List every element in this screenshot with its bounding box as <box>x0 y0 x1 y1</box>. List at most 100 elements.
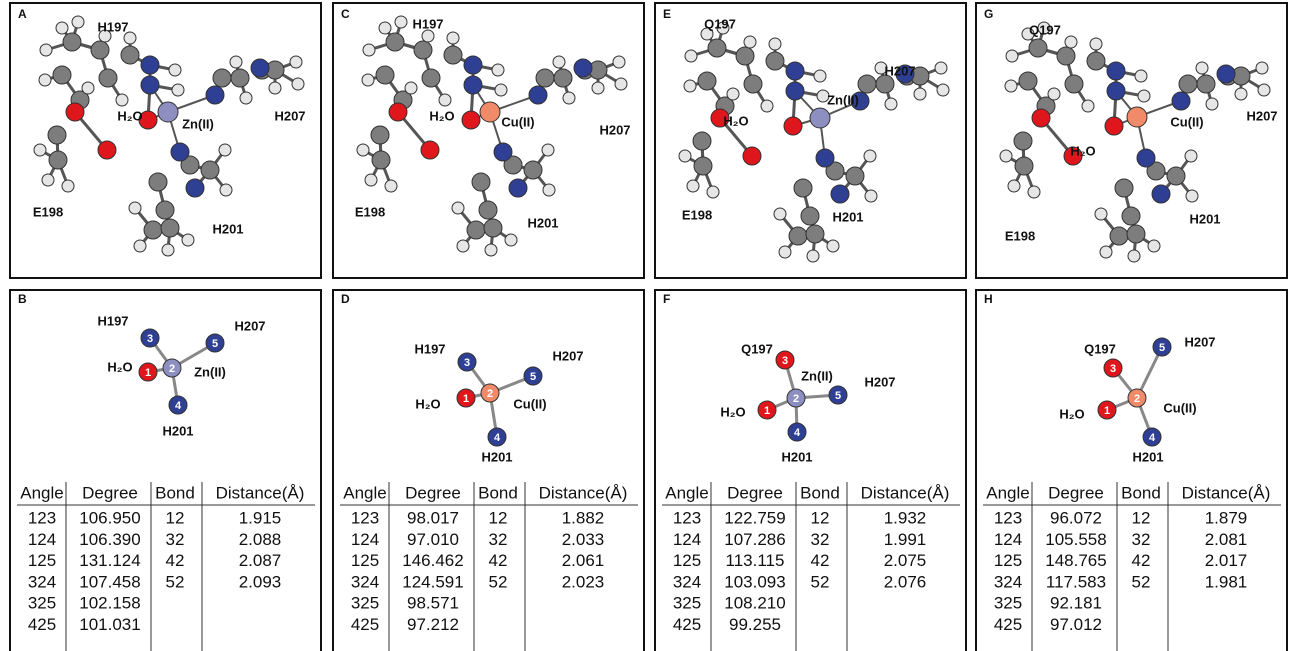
atom <box>1032 109 1050 127</box>
atom <box>524 161 542 179</box>
table-header: Degree <box>1048 483 1104 502</box>
atom-number: 5 <box>530 371 536 383</box>
table-header: Angle <box>20 483 63 502</box>
atom <box>439 94 451 106</box>
atom <box>116 94 128 106</box>
table-cell: 106.950 <box>79 508 140 527</box>
atom <box>363 44 375 56</box>
atom <box>182 234 194 246</box>
atom <box>693 132 711 150</box>
atom <box>816 149 834 167</box>
metal-atom <box>480 102 500 122</box>
residue-label: E198 <box>682 207 712 222</box>
atom-number: 4 <box>1149 432 1156 444</box>
atom-number: 2 <box>169 363 175 375</box>
table-cell: 125 <box>673 551 701 570</box>
atom <box>389 103 407 121</box>
residue-label: H207 <box>274 108 305 123</box>
atom <box>1014 132 1032 150</box>
panel-letter: A <box>18 7 27 21</box>
residue-label: E198 <box>33 204 63 219</box>
table-cell: 325 <box>994 594 1022 613</box>
table-cell: 42 <box>1132 551 1151 570</box>
atom <box>206 86 224 104</box>
atom <box>464 56 482 74</box>
panel-letter: G <box>984 7 993 21</box>
atom <box>574 59 592 77</box>
table-cell: 131.124 <box>79 551 140 570</box>
metal-atom <box>810 108 830 128</box>
atom <box>56 22 68 34</box>
residue-label: H201 <box>481 449 512 464</box>
table-cell: 42 <box>811 551 830 570</box>
atom <box>290 56 302 68</box>
table-cell: 1.981 <box>1205 572 1248 591</box>
table-cell: 123 <box>673 508 701 527</box>
panel-letter: D <box>341 292 350 306</box>
atom <box>372 151 390 169</box>
atom <box>169 64 181 76</box>
residue-label: Cu(II) <box>501 114 534 129</box>
atom <box>269 82 281 94</box>
residue-label: E198 <box>1005 228 1035 243</box>
atom <box>744 36 756 48</box>
table-cell: 123 <box>28 508 56 527</box>
atom <box>1137 149 1155 167</box>
table-cell: 425 <box>673 615 701 634</box>
table-header: Angle <box>343 483 386 502</box>
residue-label: H207 <box>864 374 895 389</box>
residue-label: Q197 <box>704 16 736 31</box>
atom <box>141 76 159 94</box>
atom <box>371 126 389 144</box>
atom <box>766 52 784 70</box>
atom <box>935 62 947 74</box>
residue-label: Q197 <box>1084 341 1116 356</box>
panel-letter: H <box>984 292 993 306</box>
table-cell: 92.181 <box>1050 594 1102 613</box>
atom <box>231 69 249 87</box>
atom <box>807 250 819 262</box>
table-cell: 42 <box>489 551 508 570</box>
atom <box>744 75 762 93</box>
atom <box>99 69 117 87</box>
table-cell: 125 <box>28 551 56 570</box>
atom <box>831 185 849 203</box>
table-cell: 117.583 <box>1046 572 1106 591</box>
residue-label: H201 <box>832 209 863 224</box>
table-cell: 1.991 <box>884 530 927 549</box>
atom <box>34 144 46 156</box>
table-header: Distance(Å) <box>1182 483 1271 502</box>
table-cell: 12 <box>1132 508 1151 527</box>
residue-label: Cu(II) <box>1170 114 1203 129</box>
atom <box>149 173 167 191</box>
atom <box>1095 208 1107 220</box>
atom <box>1138 90 1150 102</box>
atom-number: 3 <box>1110 363 1116 375</box>
table-cell: 101.031 <box>79 615 140 634</box>
atom <box>613 56 625 68</box>
table-header: Bond <box>1121 483 1161 502</box>
atom <box>786 62 804 80</box>
atom <box>422 30 434 42</box>
atom <box>186 179 204 197</box>
atom <box>444 46 462 64</box>
table-cell: 97.212 <box>407 615 459 634</box>
residue-label: H201 <box>1189 211 1220 226</box>
panel-frame <box>976 290 1287 651</box>
atom-number: 4 <box>794 427 801 439</box>
atom <box>536 69 554 87</box>
atom <box>685 50 697 62</box>
table-cell: 105.558 <box>1045 530 1106 549</box>
atom <box>161 219 179 237</box>
atom <box>684 80 696 92</box>
atom <box>422 69 440 87</box>
panel-frame <box>333 290 644 651</box>
atom <box>1110 227 1128 245</box>
atom <box>1179 75 1197 93</box>
residue-label: H197 <box>414 341 445 356</box>
atom-number: 2 <box>1134 393 1140 405</box>
figure: AH197H₂OZn(II)H207E198H201B12345H197H207… <box>0 0 1290 651</box>
residue-label: H197 <box>97 313 128 328</box>
table-cell: 1.915 <box>239 508 282 527</box>
residue-label: H207 <box>1246 108 1277 123</box>
